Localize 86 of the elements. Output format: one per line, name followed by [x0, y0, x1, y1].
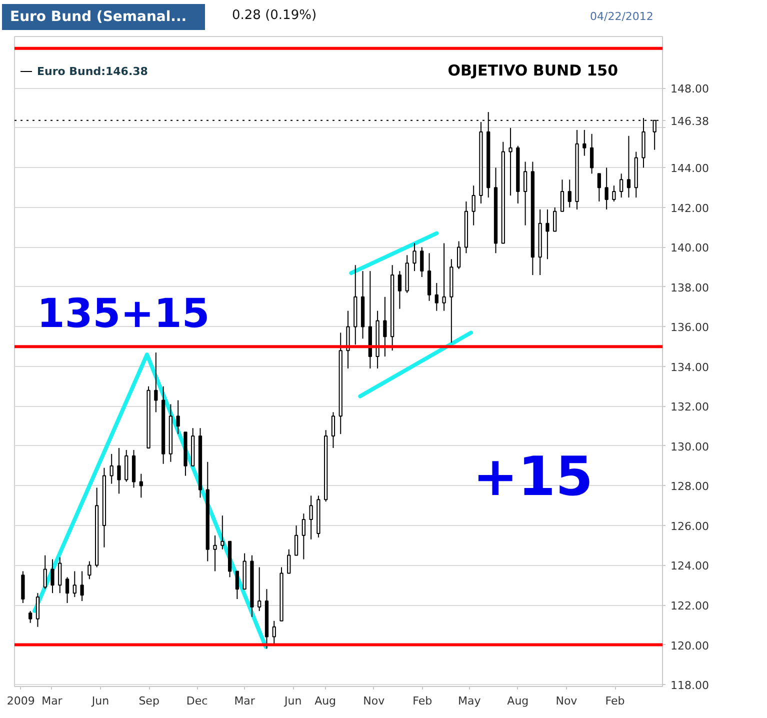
x-tick-label: 2009	[6, 694, 35, 708]
y-tick-label: 134.00	[670, 360, 709, 374]
y-tick-label: 126.00	[670, 520, 709, 533]
text: 04/22/2012	[590, 9, 654, 25]
annotation: 135+15	[37, 291, 210, 338]
legend-label: Euro Bund:146.38	[37, 64, 148, 78]
candlestick	[28, 610, 32, 624]
y-tick-label: 142.00	[670, 202, 709, 215]
chart-title: Euro Bund (Semanal...	[2, 4, 205, 30]
candlestick	[412, 242, 416, 272]
x-tick-label: Nov	[363, 694, 386, 708]
candlestick	[582, 129, 586, 156]
candlestick	[597, 173, 601, 202]
candlestick	[58, 556, 62, 594]
candlestick	[508, 127, 512, 196]
x-tick-label: Aug	[507, 694, 529, 708]
chart-subtitle: 0.28 (0.19%)	[232, 7, 317, 25]
x-tick-label: Sep	[138, 694, 160, 708]
x-tick-label: Jun	[284, 694, 302, 708]
candlestick	[154, 352, 158, 413]
candlestick	[427, 252, 432, 302]
candlestick	[590, 133, 594, 174]
ref-line-label: 146.38	[670, 114, 709, 128]
candlestick	[523, 161, 528, 226]
x-tick-label: Dec	[186, 694, 208, 708]
y-tick-label: 124.00	[670, 560, 709, 573]
candlestick	[43, 554, 47, 590]
candlestick	[176, 400, 180, 435]
candlestick	[72, 570, 76, 598]
candlestick	[620, 173, 624, 198]
y-tick-label: 132.00	[670, 400, 709, 414]
candlestick	[272, 620, 276, 646]
candlestick	[612, 185, 616, 202]
candlestick	[294, 524, 298, 556]
x-tick-label: May	[458, 694, 482, 708]
candlestick	[36, 592, 40, 628]
candlestick	[553, 206, 557, 232]
candlestick	[21, 570, 25, 604]
candlestick	[88, 560, 92, 580]
candlestick	[117, 447, 121, 494]
candlestick	[456, 240, 461, 270]
y-tick-label: 140.00	[670, 242, 709, 255]
y-tick-label: 138.00	[670, 281, 709, 294]
candlestick	[560, 179, 564, 212]
y-tick-label: 136.00	[670, 321, 709, 334]
candlestick	[626, 135, 631, 198]
candlestick	[213, 534, 217, 572]
x-tick-label: Aug	[314, 694, 336, 708]
x-tick-label: Feb	[605, 694, 625, 708]
annotation: +15	[472, 444, 594, 508]
y-tick-label: 120.00	[670, 639, 709, 652]
y-tick-label: 118.00	[670, 679, 709, 692]
x-tick-label: Mar	[42, 694, 63, 708]
y-tick-label: 122.00	[670, 600, 709, 612]
x-tick-label: Feb	[412, 694, 432, 708]
candlestick	[398, 270, 402, 310]
y-tick-label: 130.00	[670, 440, 709, 454]
candlestick	[434, 282, 438, 312]
annotation: OBJETIVO BUND 150	[448, 61, 618, 80]
candlestick	[302, 513, 306, 560]
candlestick	[346, 310, 350, 369]
x-tick-label: Mar	[234, 694, 256, 708]
candlestick	[568, 179, 572, 208]
candlestick	[50, 558, 54, 594]
candlestick	[124, 449, 128, 482]
y-tick-label: 148.00	[670, 82, 709, 96]
candlestick	[472, 185, 476, 226]
candlestick	[65, 576, 70, 604]
y-tick-label: 128.00	[670, 480, 709, 494]
candlestick	[383, 296, 387, 358]
candlestick	[604, 167, 608, 210]
candlestick	[220, 515, 224, 550]
candlestick	[331, 412, 336, 448]
candlestick	[235, 570, 240, 600]
y-tick-label: 144.00	[670, 162, 709, 176]
candlestick	[546, 208, 550, 260]
candlestick	[80, 570, 84, 602]
candlestick	[110, 453, 114, 484]
candlestick	[287, 548, 291, 574]
candlestick	[309, 495, 313, 540]
x-tick-label: Nov	[556, 694, 578, 708]
candlestick	[420, 246, 424, 278]
candlestick	[442, 242, 446, 312]
candlestick	[258, 566, 262, 612]
candlestick	[139, 473, 143, 498]
x-tick-label: Jun	[90, 694, 110, 708]
